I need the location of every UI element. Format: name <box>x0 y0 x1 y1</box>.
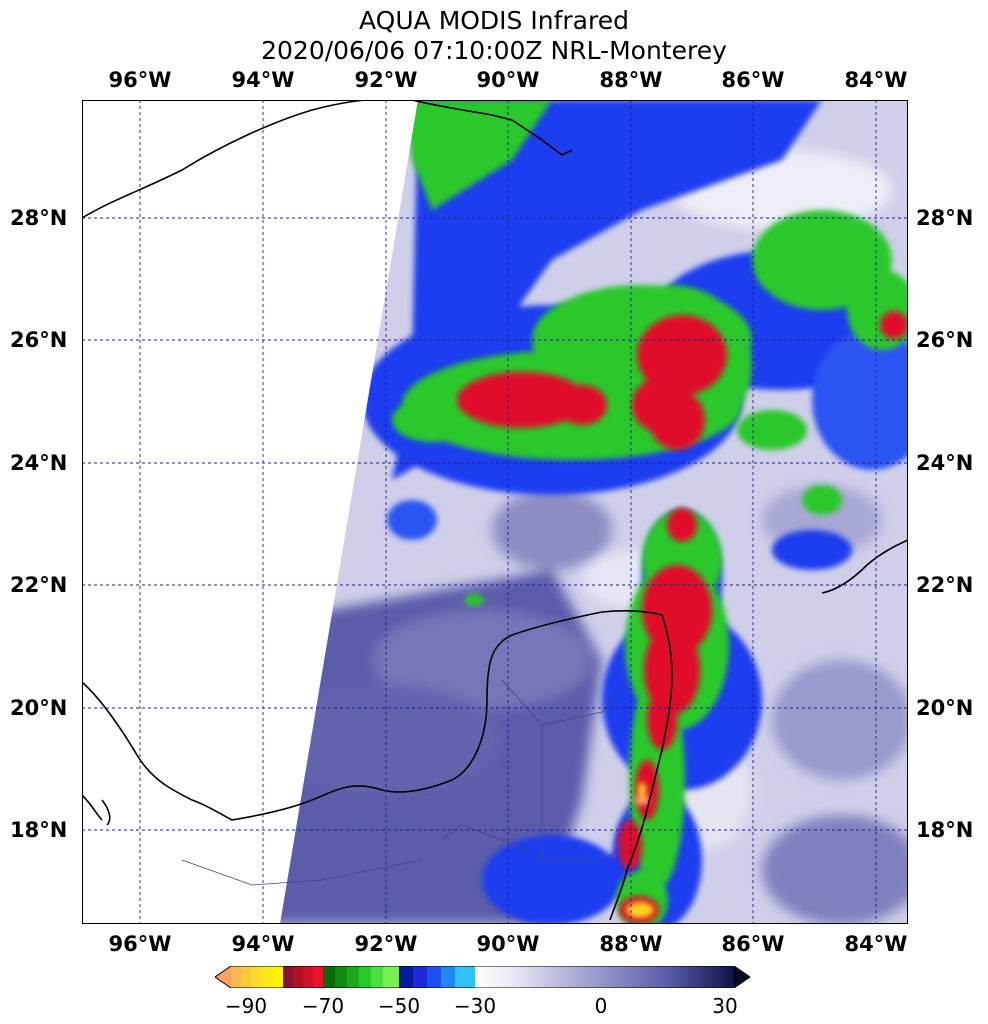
right-lat-label-24n: 24°N <box>916 451 974 475</box>
colorbar-seg <box>455 966 475 988</box>
top-lon-label-96w: 96°W <box>108 68 172 92</box>
colorbar-tick-minus90: −90 <box>224 994 268 1018</box>
colorbar-seg <box>231 966 241 988</box>
mexico-guatemala-border <box>441 824 628 861</box>
colorbar-seg <box>271 966 283 988</box>
top-lon-label-86w: 86°W <box>721 68 785 92</box>
bottom-lon-label-92w: 92°W <box>354 932 418 956</box>
yucatan-east-coast <box>609 614 673 921</box>
image-subtitle: 2020/06/06 07:10:00Z NRL-Monterey <box>261 36 727 65</box>
colorbar-high-extend <box>734 966 750 988</box>
bottom-lon-label-96w: 96°W <box>108 932 172 956</box>
top-lon-label-90w: 90°W <box>476 68 540 92</box>
colorbar-seg <box>251 966 261 988</box>
bottom-lon-label-84w: 84°W <box>844 932 908 956</box>
left-lat-label-24n: 24°N <box>10 451 68 475</box>
top-lon-label-92w: 92°W <box>354 68 418 92</box>
state-border-yucatan <box>501 679 631 726</box>
colorbar-seg <box>371 966 383 988</box>
bottom-lon-label-86w: 86°W <box>721 932 785 956</box>
colorbar-tick-minus50: −50 <box>377 994 421 1018</box>
colorbar-seg <box>323 966 335 988</box>
bottom-lon-label-88w: 88°W <box>599 932 663 956</box>
colorbar-tick-minus70: −70 <box>301 994 345 1018</box>
top-lon-label-94w: 94°W <box>231 68 295 92</box>
left-lat-label-26n: 26°N <box>10 328 68 352</box>
left-lat-label-20n: 20°N <box>10 696 68 720</box>
borders <box>181 679 631 886</box>
colorbar-seg <box>359 966 371 988</box>
gridlines <box>82 100 908 924</box>
pacific-coast <box>82 794 111 826</box>
top-lon-label-88w: 88°W <box>599 68 663 92</box>
colorbar-seg <box>313 966 323 988</box>
colorbar-seg <box>383 966 399 988</box>
colorbar-tick-0: 0 <box>594 994 608 1018</box>
colorbar <box>215 966 750 988</box>
colorbar-seg <box>293 966 303 988</box>
left-lat-label-28n: 28°N <box>10 206 68 230</box>
clear-sky-areas <box>280 485 908 924</box>
very-cold-cloud-red <box>457 311 908 924</box>
colorbar-tick-minus30: −30 <box>453 994 497 1018</box>
mexico-gulf-coast <box>82 609 663 821</box>
colorbar-seg <box>399 966 413 988</box>
colorbar-seg <box>441 966 455 988</box>
top-lon-label-84w: 84°W <box>844 68 908 92</box>
colorbar-seg <box>241 966 251 988</box>
colorbar-tick-30: 30 <box>712 994 738 1018</box>
colorbar-seg <box>413 966 427 988</box>
coldest-cloud-yellow <box>626 782 654 918</box>
infrared-map <box>82 100 908 924</box>
colorbar-warm-gradient <box>475 966 734 988</box>
cuba-coast <box>821 539 908 594</box>
left-lat-label-18n: 18°N <box>10 818 68 842</box>
state-border-tabasco <box>181 859 423 886</box>
colorbar-seg <box>347 966 359 988</box>
right-lat-label-28n: 28°N <box>916 206 974 230</box>
colorbar-seg <box>335 966 347 988</box>
right-lat-label-20n: 20°N <box>916 696 974 720</box>
left-lat-label-22n: 22°N <box>10 573 68 597</box>
bottom-lon-label-90w: 90°W <box>476 932 540 956</box>
coastlines <box>82 100 908 921</box>
colorbar-seg <box>283 966 293 988</box>
right-lat-label-26n: 26°N <box>916 328 974 352</box>
right-lat-label-22n: 22°N <box>916 573 974 597</box>
colorbar-seg <box>261 966 271 988</box>
map-frame <box>82 100 908 924</box>
bottom-lon-label-94w: 94°W <box>231 932 295 956</box>
louisiana-coast <box>411 100 573 156</box>
colorbar-seg <box>303 966 313 988</box>
image-title: AQUA MODIS Infrared <box>359 6 629 35</box>
right-lat-label-18n: 18°N <box>916 818 974 842</box>
us-gulf-coast <box>82 100 382 219</box>
colorbar-low-extend <box>215 966 231 988</box>
colorbar-seg <box>427 966 441 988</box>
